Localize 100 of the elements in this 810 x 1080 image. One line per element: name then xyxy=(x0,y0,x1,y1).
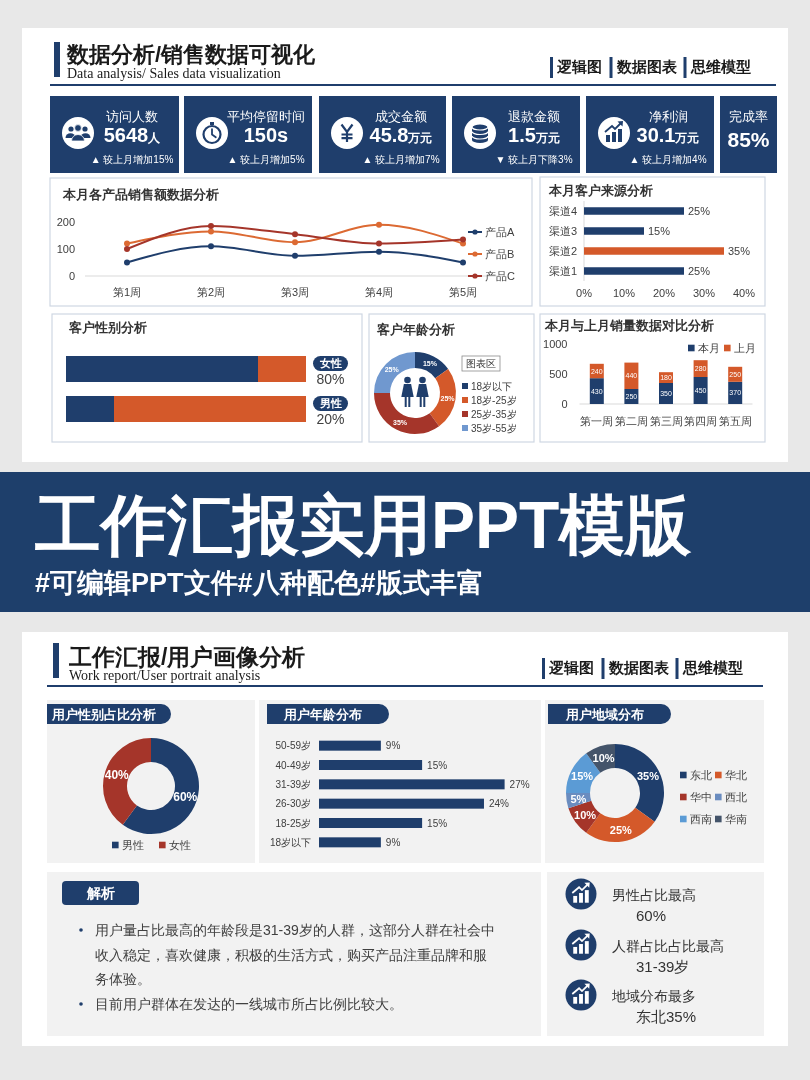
point xyxy=(460,236,466,243)
data-label: 35% xyxy=(728,245,751,257)
x-tick-label: 第三周 xyxy=(649,415,683,427)
legend-label: 本月 xyxy=(697,341,720,354)
x-tick-label: 第3周 xyxy=(280,286,310,298)
y-tick-label: 0 xyxy=(561,398,568,410)
point xyxy=(376,221,382,228)
data-label: 5% xyxy=(570,792,587,805)
chart-title: 本月各产品销售额数据分析 xyxy=(62,187,219,202)
legend-label: 西南 xyxy=(689,812,712,825)
point xyxy=(124,259,130,266)
y-tick-label: 渠道1 xyxy=(549,264,578,277)
y-tick-label: 100 xyxy=(56,243,75,255)
x-tick-label: 第4周 xyxy=(364,286,394,298)
text: 数据图表 xyxy=(607,660,670,676)
text: 数据分析/销售数据可视化 xyxy=(66,42,317,67)
point xyxy=(124,246,130,252)
text: #可编辑PPT文件#八种配色#版式丰富 xyxy=(35,568,484,598)
y-tick-label: 渠道2 xyxy=(549,244,578,257)
text: 60% xyxy=(636,906,667,924)
bar xyxy=(319,740,381,751)
point xyxy=(292,239,298,246)
text: 数据图表 xyxy=(615,59,678,75)
legend-label: 18岁-25岁 xyxy=(471,394,517,406)
text: ▲ 较上月增加7% xyxy=(362,154,440,165)
data-label: 15% xyxy=(427,817,448,829)
legend-label: 女性 xyxy=(168,838,191,851)
donut-slice xyxy=(374,393,440,434)
text: 45.8万元 xyxy=(369,124,433,146)
chart-title: 客户年龄分析 xyxy=(376,322,455,337)
x-tick-label: 第五周 xyxy=(718,415,752,427)
legend-label: 18岁以下 xyxy=(471,380,513,392)
data-label: 25% xyxy=(688,265,711,277)
y-tick-label: 31-39岁 xyxy=(275,778,311,790)
text: Work report/User portrait analysis xyxy=(69,668,261,683)
data-label: 9% xyxy=(385,740,401,752)
text: 成交金额 xyxy=(375,109,427,124)
text: ▲ 较上月增加15% xyxy=(90,154,174,165)
data-label: 40% xyxy=(104,768,130,783)
data-label: 15% xyxy=(427,759,448,771)
text: 完成率 xyxy=(729,109,768,124)
text: ▼ 较上月下降3% xyxy=(495,154,573,165)
data-label: 25% xyxy=(688,205,711,217)
text: 目前用户群体在发达的一线城市所占比例比较大。 xyxy=(95,996,403,1013)
donut-slice xyxy=(615,744,664,822)
point xyxy=(376,248,382,255)
x-tick-label: 第1周 xyxy=(112,286,142,298)
text: 85% xyxy=(727,128,770,151)
data-label: 10% xyxy=(574,808,597,821)
x-tick-label: 30% xyxy=(692,287,716,299)
text: 图表区 xyxy=(466,358,496,369)
point xyxy=(208,223,214,230)
y-tick-label: 26-30岁 xyxy=(275,798,311,810)
data-label: 15% xyxy=(571,770,594,783)
legend-label: 上月 xyxy=(733,341,756,354)
text: 思维模型 xyxy=(689,58,751,75)
legend-label: 华中 xyxy=(689,790,712,803)
data-label: 24% xyxy=(488,798,510,810)
legend-label: 35岁-55岁 xyxy=(471,422,517,434)
text: 30.1万元 xyxy=(636,124,700,146)
y-tick-label: 1000 xyxy=(543,338,568,350)
y-tick-label: 40-49岁 xyxy=(275,759,311,771)
bar xyxy=(319,798,484,809)
x-tick-label: 第5周 xyxy=(448,286,478,298)
chart-title: 客户性别分析 xyxy=(68,320,147,335)
legend-label: 男性 xyxy=(121,838,144,851)
x-tick-label: 第2周 xyxy=(196,286,226,298)
x-tick-label: 40% xyxy=(732,287,756,299)
text: 地域分布最多 xyxy=(611,988,696,1004)
y-tick-label: 0 xyxy=(68,270,75,282)
legend-label: 西北 xyxy=(724,790,747,803)
x-tick-label: 第四周 xyxy=(684,415,718,427)
text: 逻辑图 xyxy=(548,660,594,676)
data-label: 10% xyxy=(592,751,615,764)
donut-slice xyxy=(429,368,456,427)
legend-label: 东北 xyxy=(689,768,712,781)
data-label: 9% xyxy=(385,836,401,848)
bar xyxy=(584,267,684,275)
text: 东北35% xyxy=(636,1007,697,1025)
text: ▲ 较上月增加4% xyxy=(629,154,707,165)
chart-title: 本月与上月销量数据对比分析 xyxy=(544,318,714,333)
legend-label: 华北 xyxy=(724,768,747,781)
point xyxy=(460,259,466,266)
x-tick-label: 10% xyxy=(612,287,636,299)
donut-slice xyxy=(103,738,151,825)
y-tick-label: 18-25岁 xyxy=(275,817,311,829)
bar xyxy=(584,227,644,235)
bar xyxy=(319,837,381,848)
text: 访问人数 xyxy=(106,109,158,124)
y-tick-label: 18岁以下 xyxy=(269,836,311,848)
text: ▲ 较上月增加5% xyxy=(227,154,305,165)
x-tick-label: 20% xyxy=(652,287,676,299)
text: 平均停留时间 xyxy=(227,109,305,124)
data-label: 35% xyxy=(636,770,660,783)
donut-slice xyxy=(374,352,415,393)
legend-label: 产品A xyxy=(485,225,515,238)
text: 150s xyxy=(243,124,289,146)
point xyxy=(208,243,214,250)
data-label: 80% xyxy=(316,371,345,387)
text: 用户量占比最高的年龄段是31-39岁的人群，这部分人群在社会中收入稳定，喜欢健康，积极的生活方式，购买产品注重品牌和服务体验。 xyxy=(95,922,495,988)
